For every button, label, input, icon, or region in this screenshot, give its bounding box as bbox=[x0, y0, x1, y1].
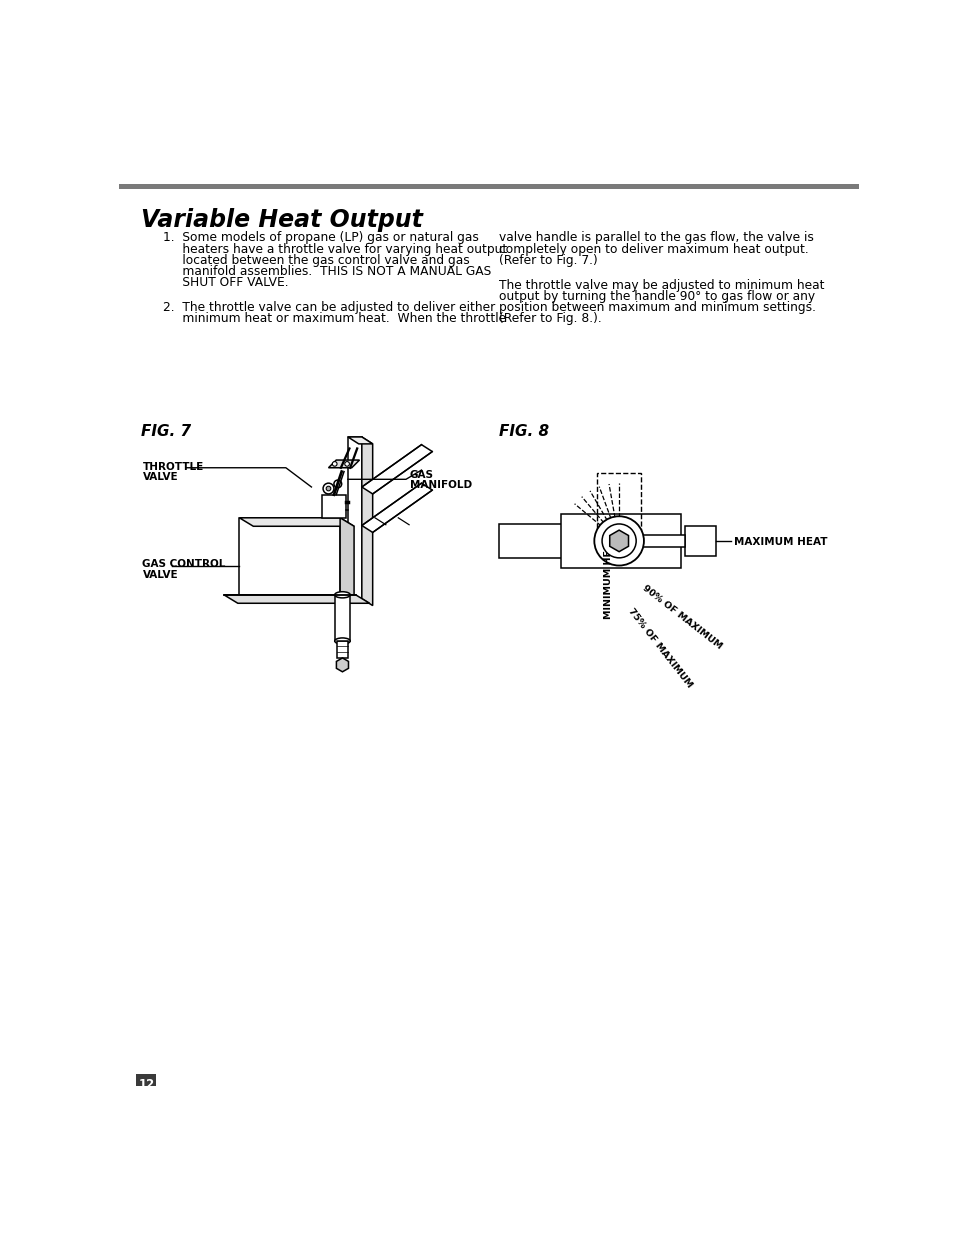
Bar bbox=[684, 526, 716, 556]
Text: 90% OF MAXIMUM: 90% OF MAXIMUM bbox=[640, 583, 723, 651]
Polygon shape bbox=[336, 658, 348, 672]
Text: FIG. 7: FIG. 7 bbox=[141, 424, 191, 438]
Circle shape bbox=[323, 483, 334, 494]
Text: output by turning the handle 90° to gas flow or any: output by turning the handle 90° to gas … bbox=[498, 290, 814, 303]
Text: manifold assemblies.  THIS IS NOT A MANUAL GAS: manifold assemblies. THIS IS NOT A MANUA… bbox=[163, 264, 491, 278]
Polygon shape bbox=[361, 445, 432, 494]
Text: GAS: GAS bbox=[410, 471, 434, 480]
Text: 2.  The throttle valve can be adjusted to deliver either: 2. The throttle valve can be adjusted to… bbox=[163, 301, 496, 314]
Text: 1.  Some models of propane (LP) gas or natural gas: 1. Some models of propane (LP) gas or na… bbox=[163, 231, 478, 245]
Polygon shape bbox=[239, 517, 354, 526]
Bar bbox=[498, 524, 564, 558]
Polygon shape bbox=[224, 595, 369, 603]
Circle shape bbox=[332, 462, 336, 466]
Ellipse shape bbox=[335, 638, 350, 645]
Text: 75% OF MAXIMUM: 75% OF MAXIMUM bbox=[626, 606, 694, 689]
Text: Variable Heat Output: Variable Heat Output bbox=[141, 209, 422, 232]
Text: FIG. 8: FIG. 8 bbox=[498, 424, 549, 438]
Text: valve handle is parallel to the gas flow, the valve is: valve handle is parallel to the gas flow… bbox=[498, 231, 813, 245]
Bar bbox=[119, 184, 858, 189]
Circle shape bbox=[594, 516, 643, 566]
Polygon shape bbox=[340, 517, 354, 603]
Circle shape bbox=[601, 524, 636, 558]
Text: MAXIMUM HEAT: MAXIMUM HEAT bbox=[733, 537, 826, 547]
Text: The throttle valve may be adjusted to minimum heat: The throttle valve may be adjusted to mi… bbox=[498, 279, 823, 291]
Polygon shape bbox=[636, 535, 684, 547]
Ellipse shape bbox=[335, 592, 350, 598]
Text: SHUT OFF VALVE.: SHUT OFF VALVE. bbox=[163, 275, 289, 289]
Polygon shape bbox=[348, 437, 373, 443]
Bar bbox=[336, 641, 348, 658]
Text: THROTTLE: THROTTLE bbox=[142, 462, 204, 472]
Polygon shape bbox=[361, 437, 373, 605]
Text: (Refer to Fig. 7.): (Refer to Fig. 7.) bbox=[498, 253, 598, 267]
Text: (Refer to Fig. 8.).: (Refer to Fig. 8.). bbox=[498, 312, 601, 325]
Bar bbox=[348, 437, 361, 599]
Bar bbox=[335, 595, 350, 641]
Bar bbox=[322, 495, 345, 517]
Bar bbox=[597, 473, 640, 541]
Text: minimum heat or maximum heat.  When the throttle: minimum heat or maximum heat. When the t… bbox=[163, 312, 506, 325]
Text: VALVE: VALVE bbox=[142, 472, 178, 483]
Circle shape bbox=[326, 487, 331, 490]
Bar bbox=[560, 514, 680, 568]
Text: position between maximum and minimum settings.: position between maximum and minimum set… bbox=[498, 301, 815, 314]
Text: heaters have a throttle valve for varying heat output: heaters have a throttle valve for varyin… bbox=[163, 242, 507, 256]
Text: GAS CONTROL: GAS CONTROL bbox=[142, 559, 226, 569]
Text: completely open to deliver maximum heat output.: completely open to deliver maximum heat … bbox=[498, 242, 808, 256]
Bar bbox=[136, 1073, 156, 1086]
Text: MANIFOLD: MANIFOLD bbox=[410, 480, 472, 490]
Text: 12: 12 bbox=[138, 1078, 154, 1092]
Text: located between the gas control valve and gas: located between the gas control valve an… bbox=[163, 253, 470, 267]
Polygon shape bbox=[361, 483, 432, 532]
Polygon shape bbox=[328, 461, 359, 468]
Polygon shape bbox=[609, 530, 628, 552]
Text: MINIMUM HEAT: MINIMUM HEAT bbox=[603, 537, 612, 619]
Circle shape bbox=[344, 462, 349, 466]
Circle shape bbox=[334, 480, 341, 488]
Bar bbox=[239, 517, 340, 595]
Text: VALVE: VALVE bbox=[142, 571, 178, 580]
